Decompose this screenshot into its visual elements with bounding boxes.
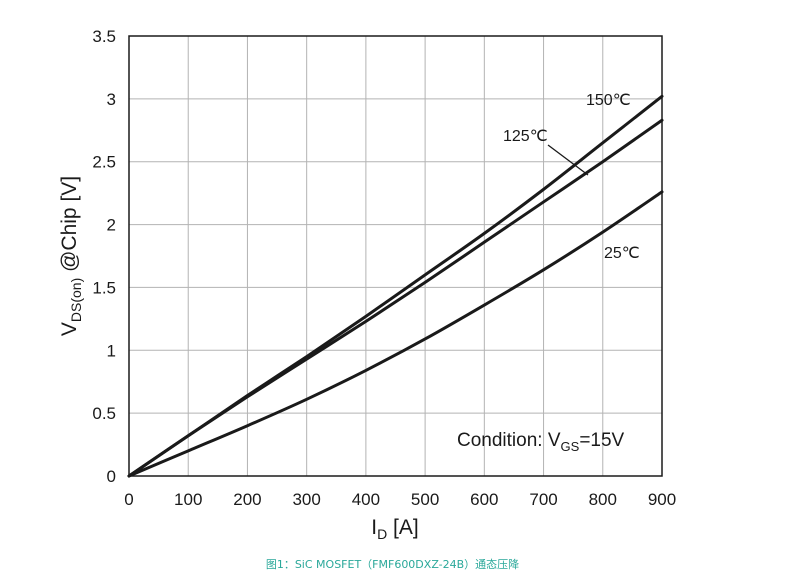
y-tick-label: 0	[107, 467, 116, 486]
chart: 0 0.5 1 1.5 2 2.5 3 3.5 0 100 200 300 400 500 600 700 8…	[58, 27, 676, 542]
label-leader-125	[547, 144, 589, 176]
y-tick-label: 2.5	[92, 153, 116, 172]
y-tick-label: 2	[107, 216, 116, 235]
series-label-125: 125℃	[503, 128, 548, 145]
series-line-2	[127, 190, 664, 478]
x-axis-title: ID [A]	[371, 516, 418, 542]
y-tick-label: 0.5	[92, 404, 116, 423]
x-tick-label: 500	[411, 490, 439, 509]
figure-caption: 图1：SiC MOSFET（FMF600DXZ-24B）通态压降	[265, 558, 520, 571]
series-line-0	[127, 94, 664, 478]
grid	[129, 36, 662, 476]
x-tick-label: 300	[292, 490, 320, 509]
x-tick-label: 400	[352, 490, 380, 509]
series-layer	[127, 94, 664, 478]
x-tick-label: 100	[174, 490, 202, 509]
condition-annotation: Condition: VGS=15V	[457, 430, 625, 454]
x-tick-label: 900	[648, 490, 676, 509]
y-tick-label: 1	[107, 341, 116, 360]
y-tick-label: 1.5	[92, 278, 116, 297]
series-label-25: 25℃	[604, 245, 640, 262]
plot-frame	[128, 35, 663, 477]
x-tick-label: 800	[589, 490, 617, 509]
x-tick-label: 700	[529, 490, 557, 509]
x-tick-label: 0	[124, 490, 133, 509]
y-tick-label: 3.5	[92, 27, 116, 46]
series-label-150: 150℃	[586, 92, 631, 109]
y-axis-title: VDS(on) @Chip [V]	[58, 176, 84, 336]
y-tick-label: 3	[107, 90, 116, 109]
x-tick-label: 600	[470, 490, 498, 509]
x-tick-labels: 0 100 200 300 400 500 600 700 800 900	[124, 490, 676, 509]
y-tick-labels: 0 0.5 1 1.5 2 2.5 3 3.5	[92, 27, 116, 486]
x-tick-label: 200	[233, 490, 261, 509]
series-line-1	[127, 118, 664, 478]
